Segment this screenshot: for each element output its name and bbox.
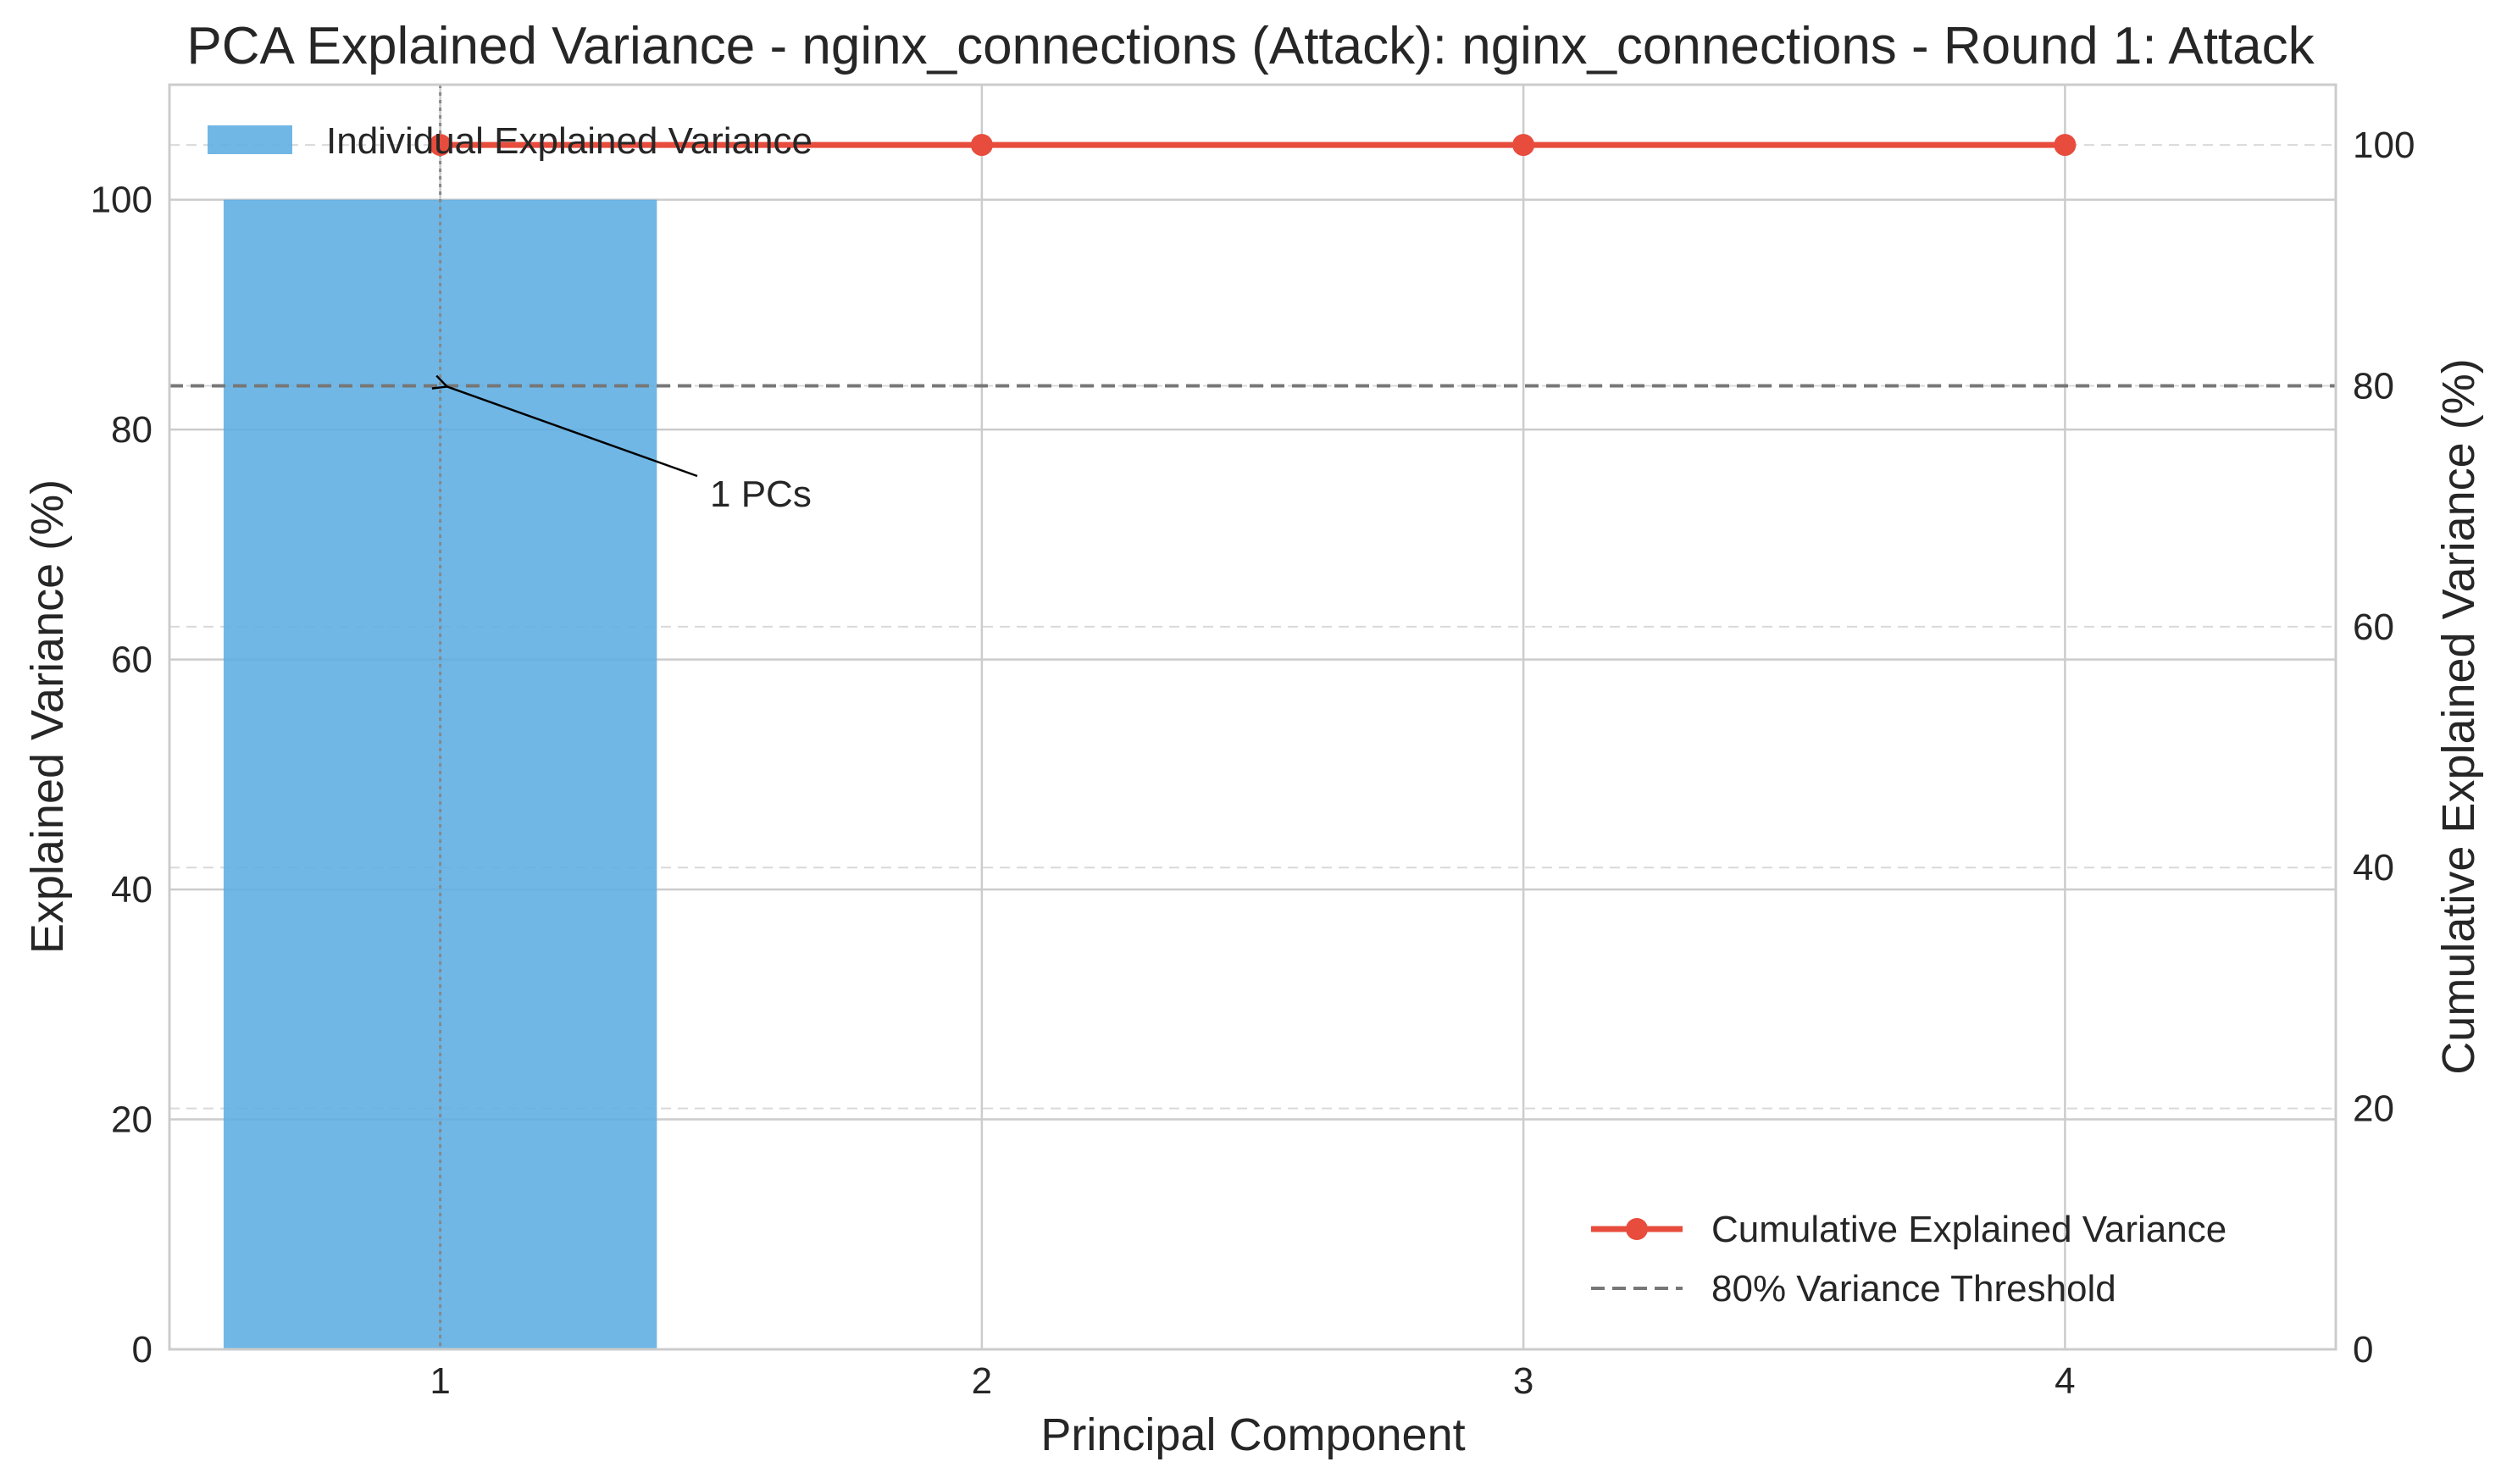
x-tick-label: 2 — [972, 1360, 992, 1402]
cumulative-point — [1512, 134, 1535, 157]
cumulative-point — [2054, 134, 2077, 157]
annotation: 1 PCs — [447, 386, 812, 515]
y-tick-label: 100 — [91, 180, 152, 221]
annotation-arrow — [447, 386, 698, 478]
y-tick-label: 20 — [111, 1099, 152, 1141]
x-tick-label: 3 — [1513, 1360, 1533, 1402]
legend-label-line: Cumulative Explained Variance — [1711, 1209, 2226, 1250]
x-tick-label: 1 — [430, 1360, 450, 1402]
legend-swatch-bar — [208, 125, 292, 154]
legend-label-bar: Individual Explained Variance — [326, 120, 812, 162]
axes: 0 20 40 60 80 100 0 20 40 60 80 100 1 2 3 4 — [91, 83, 2415, 1402]
plot-frame — [168, 83, 2337, 1351]
y-axis-label: Explained Variance (%) — [22, 479, 73, 954]
y-tick-label: 60 — [111, 640, 152, 681]
chart-title: PCA Explained Variance - nginx_connectio… — [186, 17, 2315, 75]
y-tick-label: 40 — [111, 869, 152, 911]
y2-tick-label: 0 — [2353, 1329, 2373, 1370]
y2-axis-label: Cumulative Explained Variance (%) — [2433, 358, 2484, 1074]
reference-lines — [169, 85, 2336, 1349]
y2-tick-label: 40 — [2353, 847, 2394, 889]
cumulative-point — [429, 134, 452, 157]
cumulative-line-series — [429, 134, 2077, 157]
x-tick-label: 4 — [2055, 1360, 2075, 1402]
y-tick-label: 80 — [111, 409, 152, 451]
y-tick-label: 0 — [132, 1329, 152, 1370]
y2-tick-label: 100 — [2353, 125, 2415, 166]
legend-bottom: Cumulative Explained Variance 80% Varian… — [1591, 1209, 2226, 1310]
cumulative-point — [970, 134, 993, 157]
x-axis-label: Principal Component — [1040, 1409, 1465, 1460]
legend-label-threshold: 80% Variance Threshold — [1711, 1268, 2116, 1310]
y2-tick-label: 80 — [2353, 365, 2394, 407]
legend-swatch-marker — [1626, 1218, 1648, 1240]
annotation-text: 1 PCs — [710, 473, 812, 515]
legend-top: Individual Explained Variance — [208, 120, 812, 162]
y2-tick-label: 60 — [2353, 606, 2394, 648]
y2-tick-label: 20 — [2353, 1088, 2394, 1130]
